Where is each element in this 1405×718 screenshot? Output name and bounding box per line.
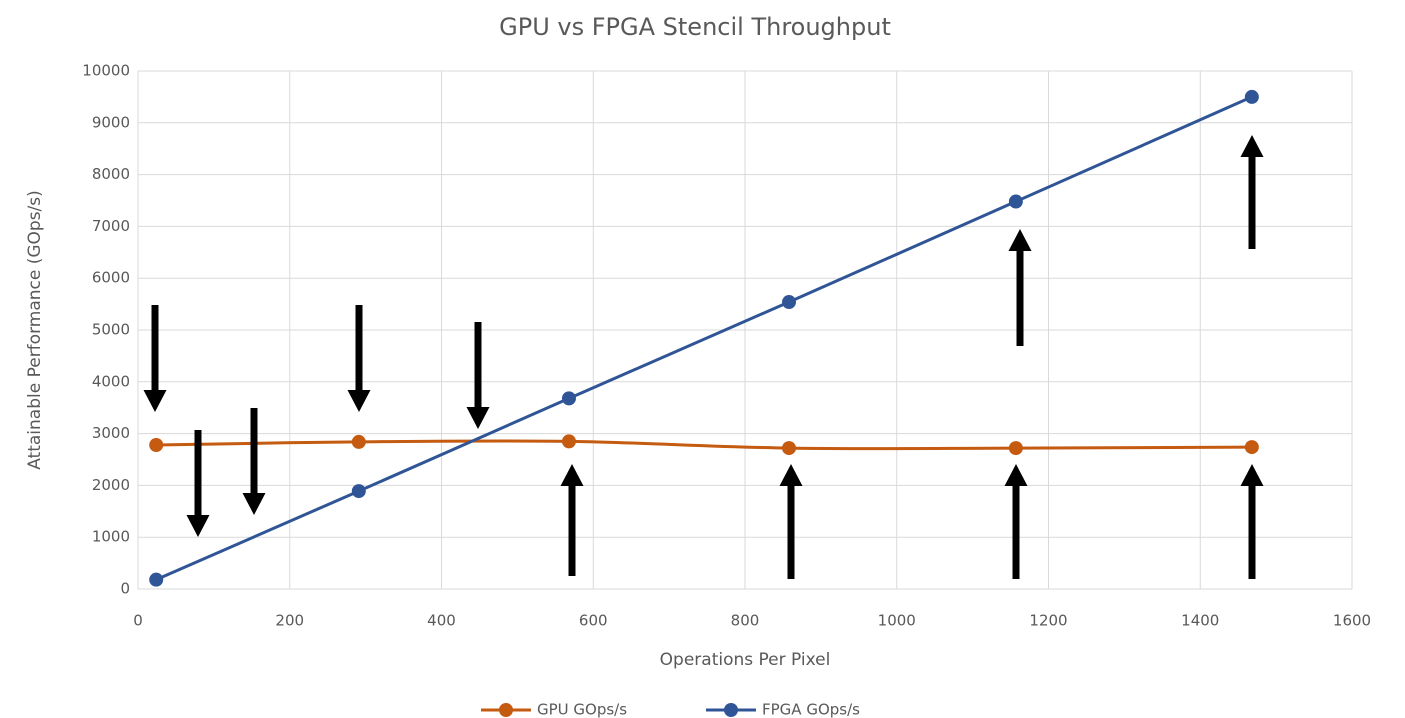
x-axis-title: Operations Per Pixel xyxy=(660,650,831,670)
data-point xyxy=(1008,441,1023,456)
y-tick-label: 0 xyxy=(120,580,130,598)
data-point xyxy=(1244,440,1259,455)
arrow-down xyxy=(143,305,167,412)
x-tick-label: 400 xyxy=(427,612,456,630)
data-point xyxy=(782,441,797,456)
data-point xyxy=(782,295,797,310)
data-point xyxy=(1008,194,1023,209)
legend-label: FPGA GOps/s xyxy=(762,701,860,718)
y-tick-label: 3000 xyxy=(92,424,130,442)
arrow-down xyxy=(466,322,490,429)
grid: 0100020003000400050006000700080009000100… xyxy=(82,62,1371,630)
data-point xyxy=(149,437,164,452)
arrow-up xyxy=(1240,135,1264,249)
x-tick-label: 1400 xyxy=(1181,612,1219,630)
data-point xyxy=(351,484,366,499)
arrow-down xyxy=(186,430,210,537)
arrow-up xyxy=(1008,229,1032,346)
series-line xyxy=(156,439,1252,451)
arrow-up xyxy=(779,464,803,579)
y-tick-label: 2000 xyxy=(92,476,130,494)
y-tick-label: 5000 xyxy=(92,321,130,339)
annotations xyxy=(143,135,1264,579)
x-tick-label: 1200 xyxy=(1029,612,1067,630)
legend-label: GPU GOps/s xyxy=(537,701,627,718)
arrow-up xyxy=(1240,464,1264,579)
y-tick-label: 9000 xyxy=(92,113,130,131)
y-tick-label: 8000 xyxy=(92,165,130,183)
arrow-down xyxy=(242,408,266,515)
x-tick-label: 1600 xyxy=(1333,612,1371,630)
arrow-up xyxy=(560,464,584,576)
y-tick-label: 6000 xyxy=(92,269,130,287)
data-point xyxy=(351,434,366,449)
x-tick-label: 800 xyxy=(731,612,760,630)
plot xyxy=(149,89,1259,587)
data-point xyxy=(1244,89,1259,104)
x-tick-label: 0 xyxy=(133,612,143,630)
data-point xyxy=(561,434,576,449)
y-tick-label: 7000 xyxy=(92,217,130,235)
x-tick-label: 200 xyxy=(275,612,304,630)
y-axis-title: Attainable Performance (GOps/s) xyxy=(25,190,45,470)
arrow-down xyxy=(347,305,371,412)
legend-marker xyxy=(724,703,738,717)
y-tick-label: 1000 xyxy=(92,528,130,546)
x-tick-label: 600 xyxy=(579,612,608,630)
arrow-up xyxy=(1004,464,1028,579)
y-tick-label: 4000 xyxy=(92,372,130,390)
data-point xyxy=(561,391,576,406)
y-tick-label: 10000 xyxy=(82,62,130,80)
chart-title: GPU vs FPGA Stencil Throughput xyxy=(499,13,891,41)
data-point xyxy=(149,572,164,587)
x-tick-label: 1000 xyxy=(878,612,916,630)
legend: GPU GOps/s FPGA GOps/s xyxy=(481,701,860,718)
legend-marker xyxy=(499,703,513,717)
series-line xyxy=(155,95,1253,582)
